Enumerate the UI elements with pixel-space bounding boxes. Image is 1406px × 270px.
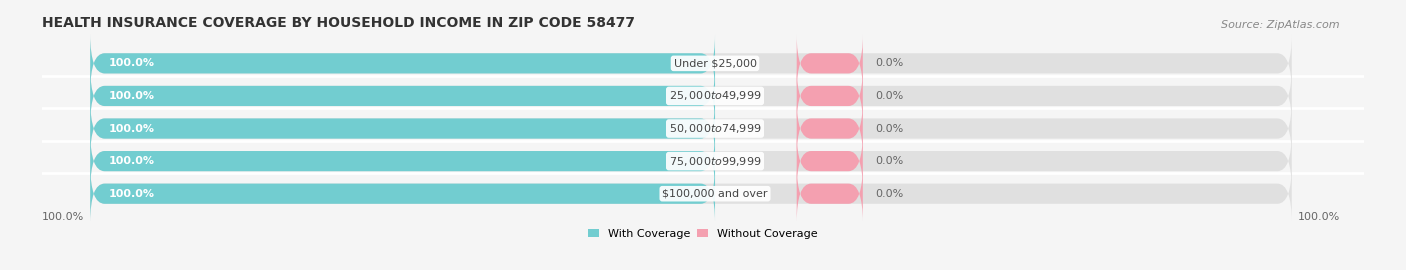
- FancyBboxPatch shape: [90, 34, 716, 92]
- FancyBboxPatch shape: [797, 132, 863, 190]
- Text: 100.0%: 100.0%: [42, 212, 84, 222]
- FancyBboxPatch shape: [90, 34, 1292, 92]
- FancyBboxPatch shape: [90, 67, 716, 125]
- FancyBboxPatch shape: [90, 165, 1292, 223]
- FancyBboxPatch shape: [797, 67, 863, 125]
- Text: $100,000 and over: $100,000 and over: [662, 189, 768, 199]
- Text: 100.0%: 100.0%: [1298, 212, 1340, 222]
- Text: 0.0%: 0.0%: [875, 58, 903, 68]
- Text: 0.0%: 0.0%: [875, 156, 903, 166]
- Text: 100.0%: 100.0%: [108, 124, 155, 134]
- FancyBboxPatch shape: [797, 34, 863, 92]
- Text: HEALTH INSURANCE COVERAGE BY HOUSEHOLD INCOME IN ZIP CODE 58477: HEALTH INSURANCE COVERAGE BY HOUSEHOLD I…: [42, 16, 636, 30]
- Text: 0.0%: 0.0%: [875, 91, 903, 101]
- FancyBboxPatch shape: [90, 132, 1292, 190]
- FancyBboxPatch shape: [90, 165, 716, 223]
- FancyBboxPatch shape: [797, 165, 863, 223]
- FancyBboxPatch shape: [90, 100, 716, 157]
- Text: $75,000 to $99,999: $75,000 to $99,999: [669, 155, 761, 168]
- Text: 0.0%: 0.0%: [875, 189, 903, 199]
- Text: 100.0%: 100.0%: [108, 156, 155, 166]
- Text: 100.0%: 100.0%: [108, 189, 155, 199]
- Legend: With Coverage, Without Coverage: With Coverage, Without Coverage: [588, 228, 818, 238]
- Text: 100.0%: 100.0%: [108, 58, 155, 68]
- FancyBboxPatch shape: [90, 67, 1292, 125]
- Text: $25,000 to $49,999: $25,000 to $49,999: [669, 89, 761, 102]
- Text: Source: ZipAtlas.com: Source: ZipAtlas.com: [1222, 20, 1340, 30]
- Text: 0.0%: 0.0%: [875, 124, 903, 134]
- FancyBboxPatch shape: [797, 100, 863, 157]
- Text: $50,000 to $74,999: $50,000 to $74,999: [669, 122, 761, 135]
- Text: Under $25,000: Under $25,000: [673, 58, 756, 68]
- Text: 100.0%: 100.0%: [108, 91, 155, 101]
- FancyBboxPatch shape: [90, 100, 1292, 157]
- FancyBboxPatch shape: [90, 132, 716, 190]
